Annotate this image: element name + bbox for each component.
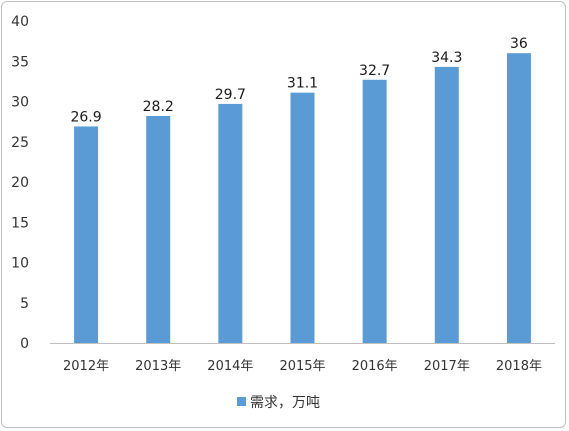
- legend: 需求，万吨: [237, 395, 320, 411]
- y-tick-label: 30: [11, 95, 29, 111]
- legend-swatch: [237, 397, 246, 406]
- data-labels: 26.9 28.2 29.7 31.1 32.7 34.3 36: [70, 36, 527, 125]
- data-label: 31.1: [287, 76, 318, 92]
- bars: [74, 53, 531, 344]
- data-label: 36: [510, 36, 528, 52]
- bar: [506, 53, 531, 343]
- x-tick-label: 2014年: [207, 359, 253, 374]
- bar: [218, 103, 243, 343]
- x-tick-label: 2012年: [63, 359, 109, 374]
- bar: [434, 66, 459, 343]
- bar: [146, 115, 171, 344]
- data-label: 32.7: [359, 63, 390, 79]
- x-tick-label: 2013年: [135, 359, 181, 374]
- data-label: 29.7: [215, 87, 246, 103]
- data-label: 34.3: [431, 50, 462, 66]
- data-label: 28.2: [143, 99, 174, 115]
- y-tick-label: 0: [20, 336, 29, 352]
- y-tick-label: 15: [11, 215, 29, 231]
- x-tick-label: 2018年: [496, 359, 542, 374]
- y-tick-label: 25: [11, 135, 29, 151]
- y-tick-label: 10: [11, 256, 29, 272]
- bar: [290, 92, 315, 344]
- x-axis-ticks: 2012年 2013年 2014年 2015年 2016年 2017年 2018年: [63, 359, 542, 374]
- legend-label: 需求，万吨: [250, 395, 320, 411]
- x-tick-label: 2017年: [424, 359, 470, 374]
- y-tick-label: 5: [20, 296, 29, 312]
- y-tick-label: 35: [11, 54, 29, 70]
- x-tick-label: 2016年: [352, 359, 398, 374]
- y-tick-label: 20: [11, 175, 29, 191]
- bar: [362, 79, 387, 343]
- y-tick-label: 40: [11, 14, 29, 30]
- y-axis-ticks: 0 5 10 15 20 25 30 35 40: [11, 14, 29, 352]
- bar: [74, 126, 99, 343]
- x-tick-label: 2015年: [279, 359, 325, 374]
- data-label: 26.9: [70, 109, 101, 125]
